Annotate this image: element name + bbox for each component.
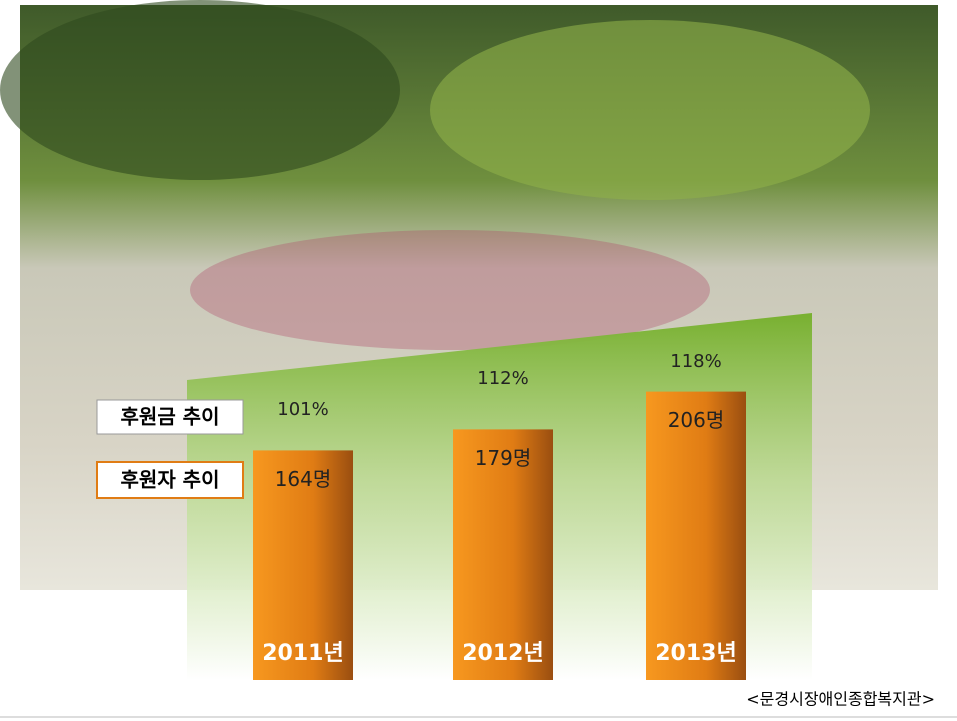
percent-label: 112% [477,368,528,389]
bar-value-label: 164명 [275,467,332,491]
legend-label: 후원자 추이 [121,468,220,492]
x-tick-label: 2011년 [262,641,343,666]
bar-value-label: 206명 [668,408,725,432]
trees [430,20,870,200]
bar [453,429,553,680]
bar [253,450,353,680]
legend-label: 후원금 추이 [121,405,220,429]
percent-label: 118% [670,351,721,372]
x-tick-label: 2012년 [462,641,543,666]
legend-box [96,399,244,435]
source: <문경시장애인종합복지관> [746,690,935,709]
trees [0,0,400,180]
bar-value-label: 179명 [475,446,532,470]
crowd [190,230,710,350]
percent-label: 101% [277,399,328,420]
x-tick-label: 2013년 [655,641,736,666]
legend-box [96,461,244,499]
bar [646,391,746,680]
